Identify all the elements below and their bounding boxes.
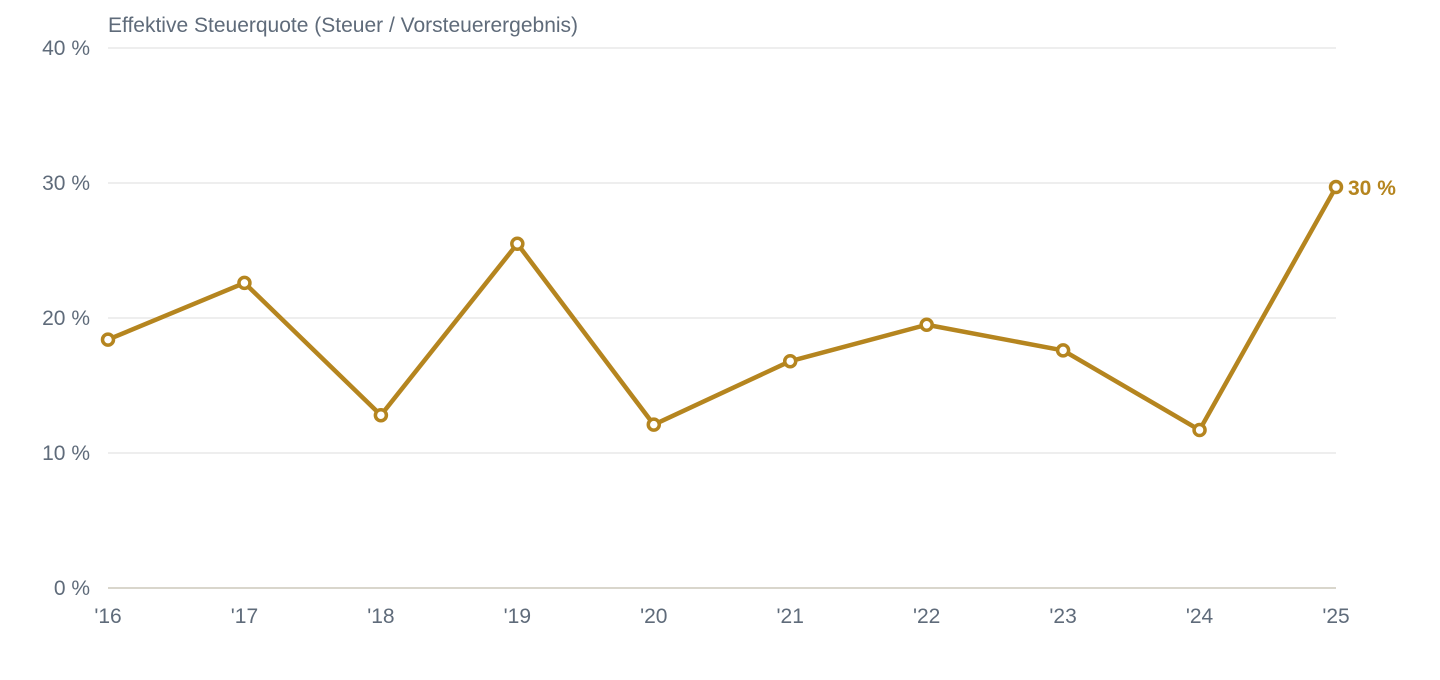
data-point <box>646 417 662 432</box>
data-point <box>237 275 252 291</box>
x-tick-label: '24 <box>1186 605 1214 628</box>
x-tick-label: '22 <box>913 605 940 628</box>
x-tick-label: '19 <box>504 605 531 628</box>
data-point <box>1055 343 1071 358</box>
y-tick-label: 20 % <box>42 307 90 330</box>
chart-title: Effektive Steuerquote (Steuer / Vorsteue… <box>108 14 578 37</box>
series-line <box>105 184 1339 433</box>
x-tick-label: '20 <box>640 605 667 628</box>
y-tick-label: 40 % <box>42 37 90 60</box>
y-tick-label: 10 % <box>42 442 90 465</box>
data-point <box>782 353 798 369</box>
data-point <box>1192 422 1207 438</box>
x-axis-ticks: '16 '17 '18 '19 '20 '21 '22 '23 '24 '25 <box>94 605 1349 628</box>
data-point <box>510 236 525 251</box>
data-point <box>1328 179 1344 195</box>
series-layer <box>100 179 1344 438</box>
y-tick-label: 0 % <box>54 577 90 600</box>
x-tick-label: '16 <box>94 605 121 628</box>
x-tick-label: '17 <box>231 605 258 628</box>
grid-lines <box>108 47 1336 589</box>
data-point <box>100 332 116 347</box>
x-tick-label: '23 <box>1049 605 1076 628</box>
x-tick-label: '25 <box>1322 605 1349 628</box>
end-value-label: 30 % <box>1348 177 1396 200</box>
x-tick-label: '18 <box>367 605 394 628</box>
data-point <box>919 317 934 332</box>
y-tick-label: 30 % <box>42 172 90 195</box>
y-axis-ticks: 0 % 10 % 20 % 30 % 40 % <box>42 37 90 600</box>
data-labels: 30 % <box>1348 177 1396 200</box>
data-point <box>373 407 389 423</box>
x-tick-label: '21 <box>777 605 804 628</box>
